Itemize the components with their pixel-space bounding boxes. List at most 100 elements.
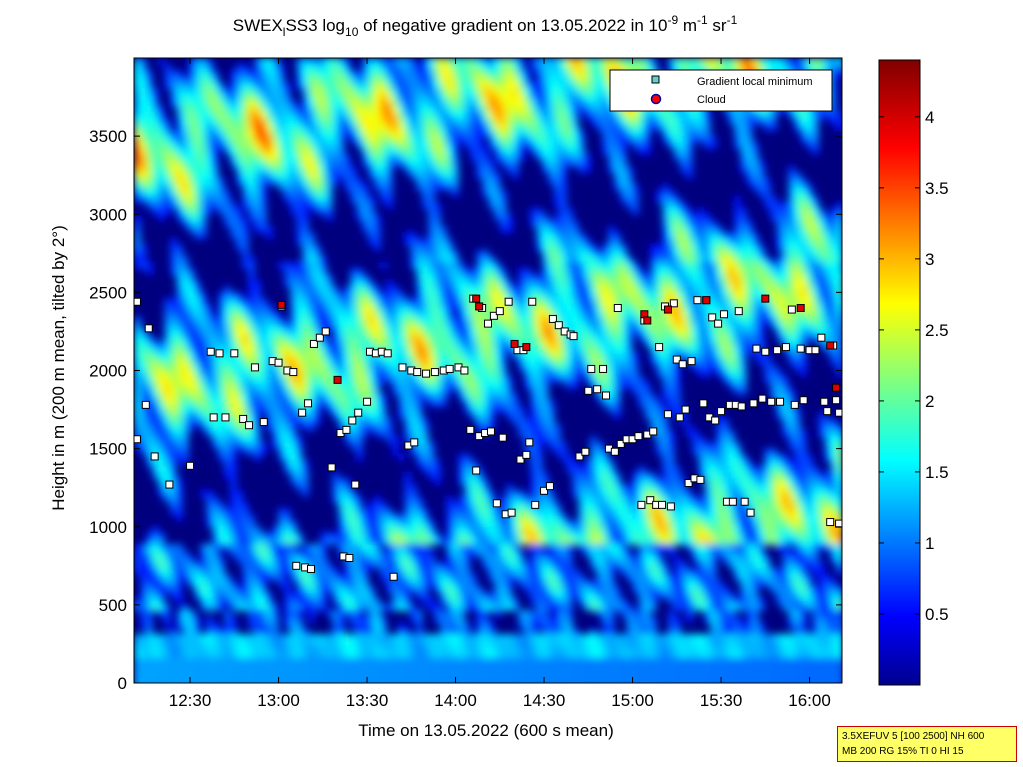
heatmap-cell [140,76,147,83]
heatmap-cell [368,220,375,227]
heatmap-cell [458,376,465,383]
heatmap-cell [524,142,531,149]
heatmap-cell [530,292,537,299]
heatmap-cell [224,124,231,131]
heatmap-cell [662,244,669,251]
heatmap-cell [794,172,801,179]
heatmap-cell [728,316,735,323]
heatmap-cell [710,262,717,269]
heatmap-cell [782,286,789,293]
heatmap-cell [770,292,777,299]
heatmap-cell [152,184,159,191]
heatmap-cell [344,340,351,347]
heatmap-cell [782,58,789,65]
heatmap-cell [710,268,717,275]
heatmap-cell [170,166,177,173]
heatmap-cell [146,346,153,353]
heatmap-cell [458,118,465,125]
heatmap-cell [548,136,555,143]
heatmap-cell [674,130,681,137]
heatmap-cell [818,112,825,119]
heatmap-cell [506,340,513,347]
heatmap-cell [476,352,483,359]
heatmap-cell [416,106,423,113]
heatmap-cell [368,388,375,395]
heatmap-cell [356,388,363,395]
heatmap-cell [332,172,339,179]
heatmap-cell [140,64,147,71]
heatmap-cell [380,154,387,161]
heatmap-cell [770,202,777,209]
heatmap-cell [236,112,243,119]
heatmap-cell [356,94,363,101]
heatmap-cell [428,196,435,203]
heatmap-cell [458,76,465,83]
heatmap-cell [596,352,603,359]
heatmap-cell [428,292,435,299]
heatmap-cell [662,280,669,287]
heatmap-cell [782,382,789,389]
heatmap-cell [374,154,381,161]
heatmap-cell [422,160,429,167]
heatmap-cell [404,136,411,143]
heatmap-cell [554,250,561,257]
heatmap-cell [374,100,381,107]
heatmap-cell [260,76,267,83]
heatmap-cell [542,100,549,107]
heatmap-cell [524,286,531,293]
heatmap-cell [404,106,411,113]
heatmap-cell [584,352,591,359]
heatmap-cell [506,292,513,299]
heatmap-cell [446,250,453,257]
heatmap-cell [428,388,435,395]
heatmap-cell [140,346,147,353]
heatmap-cell [380,334,387,341]
heatmap-cell [830,208,837,215]
heatmap-cell [176,148,183,155]
heatmap-cell [458,310,465,317]
heatmap-cell [332,388,339,395]
heatmap-cell [452,346,459,353]
heatmap-cell [236,358,243,365]
heatmap-cell [788,340,795,347]
heatmap-cell [404,394,411,401]
heatmap-cell [770,268,777,275]
heatmap-cell [506,118,513,125]
heatmap-cell [440,166,447,173]
heatmap-cell [224,214,231,221]
heatmap-cell [560,64,567,71]
heatmap-cell [206,124,213,131]
heatmap-cell [674,58,681,65]
heatmap-cell [146,100,153,107]
heatmap-cell [548,166,555,173]
heatmap-cell [284,262,291,269]
heatmap-cell [290,100,297,107]
heatmap-cell [224,358,231,365]
heatmap-cell [404,388,411,395]
heatmap-cell [692,328,699,335]
heatmap-cell [524,106,531,113]
heatmap-cell [716,280,723,287]
heatmap-cell [830,292,837,299]
heatmap-cell [602,148,609,155]
heatmap-cell [620,244,627,251]
heatmap-cell [182,364,189,371]
heatmap-cell [152,208,159,215]
heatmap-cell [236,88,243,95]
heatmap-cell [740,154,747,161]
heatmap-cell [692,118,699,125]
heatmap-cell [608,118,615,125]
heatmap-cell [380,394,387,401]
heatmap-cell [206,172,213,179]
heatmap-cell [596,118,603,125]
heatmap-cell [818,256,825,263]
heatmap-cell [254,298,261,305]
heatmap-cell [644,340,651,347]
heatmap-cell [680,316,687,323]
heatmap-cell [698,262,705,269]
heatmap-cell [788,214,795,221]
heatmap-cell [500,328,507,335]
heatmap-cell [344,58,351,65]
heatmap-cell [260,64,267,71]
heatmap-cell [494,340,501,347]
